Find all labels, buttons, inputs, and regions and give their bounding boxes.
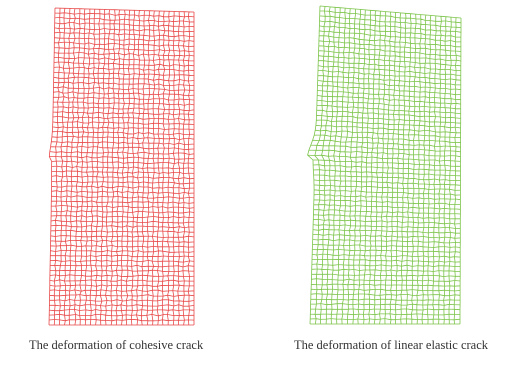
cohesive-crack-caption: The deformation of cohesive crack — [29, 338, 204, 352]
linear-elastic-mesh-lines — [307, 5, 462, 325]
cohesive-crack-mesh — [48, 7, 195, 326]
linear-elastic-crack-mesh — [307, 5, 462, 325]
mesh-figures — [48, 5, 462, 326]
linear-elastic-crack-caption: The deformation of linear elastic crack — [294, 338, 489, 352]
cohesive-mesh-lines — [48, 7, 195, 326]
